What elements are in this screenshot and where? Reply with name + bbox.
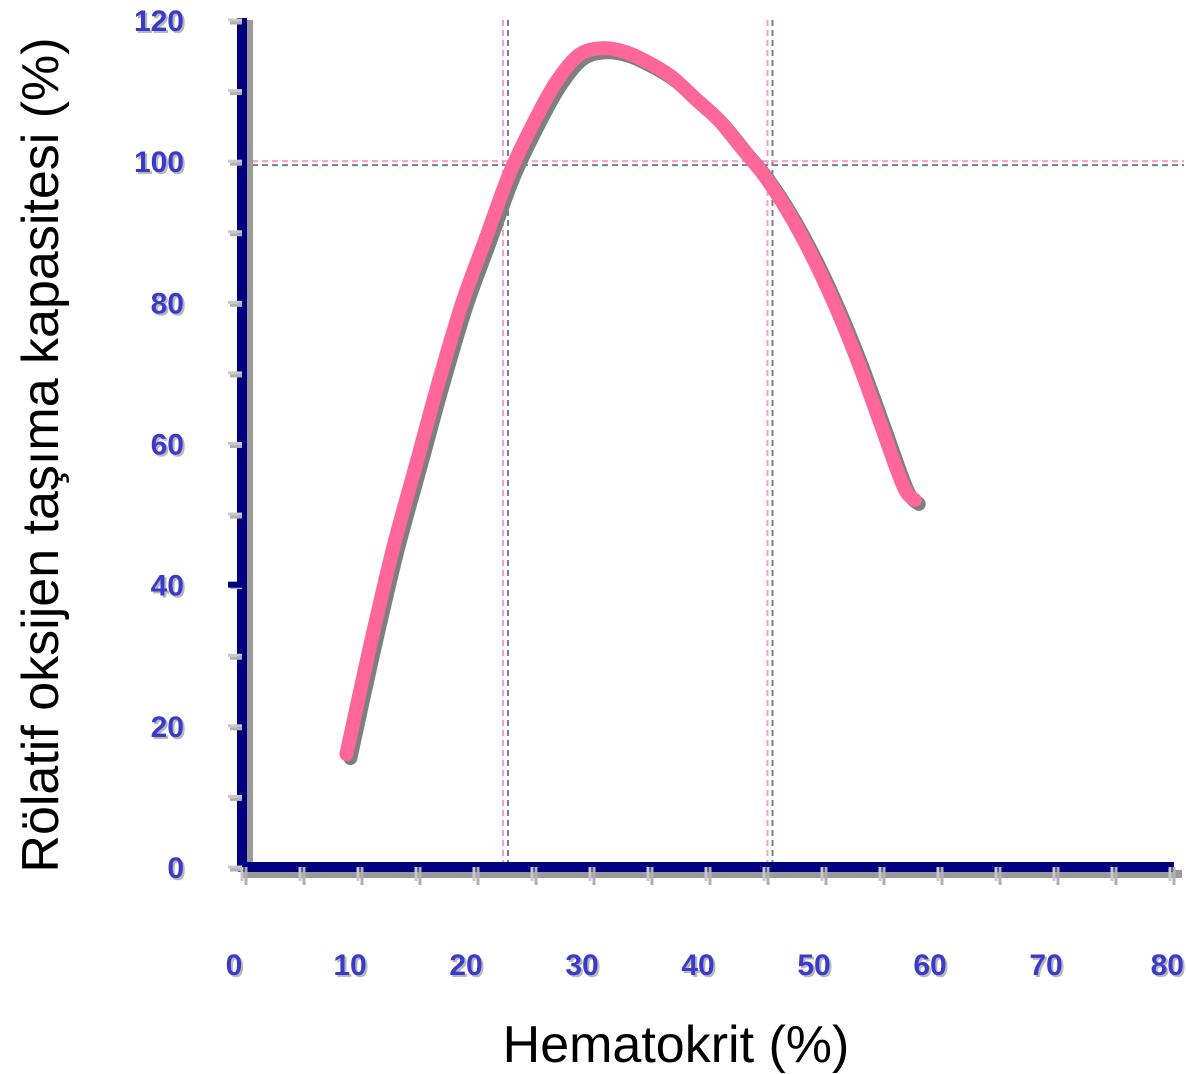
x-tick-label-shadow: 20 <box>451 951 484 984</box>
x-tick-label-shadow: 10 <box>335 951 368 984</box>
x-tick-label-shadow: 30 <box>567 951 600 984</box>
x-tick-label: 0 <box>226 949 243 982</box>
y-tick-label: 120 <box>134 5 184 38</box>
y-tick-label: 100 <box>134 146 184 179</box>
y-tick-label: 40 <box>151 570 184 603</box>
x-tick-label-shadow: 80 <box>1153 951 1186 984</box>
series-curve <box>339 41 926 766</box>
series-curve-line <box>339 41 922 762</box>
y-tick-label-shadow: 20 <box>153 713 186 746</box>
x-tick-label-shadow: 40 <box>683 951 716 984</box>
x-tick-label-shadow: 70 <box>1031 951 1064 984</box>
x-tick-label: 10 <box>333 949 366 982</box>
y-tick-label-shadow: 120 <box>136 7 186 40</box>
x-tick-label: 30 <box>565 949 598 982</box>
axis-shadow <box>242 20 1182 878</box>
y-tick-label-shadow: 80 <box>153 289 186 322</box>
y-tick-label: 0 <box>167 852 184 885</box>
x-tick-label-shadow: 50 <box>799 951 832 984</box>
y-tick-label-shadow: 60 <box>153 431 186 464</box>
x-tick-label-shadow: 60 <box>915 951 948 984</box>
y-tick-label-shadow: 100 <box>136 148 186 181</box>
y-tick-label: 60 <box>151 429 184 462</box>
y-tick-label: 80 <box>151 287 184 320</box>
reference-lines <box>242 20 1184 867</box>
y-axis-title: Rölatif oksijen taşıma kapasitesi (%) <box>12 37 70 872</box>
x-tick-label-shadow: 0 <box>228 951 245 984</box>
x-tick-label: 60 <box>913 949 946 982</box>
tick-marks <box>228 18 1176 885</box>
y-tick-label-shadow: 40 <box>153 572 186 605</box>
x-tick-label: 40 <box>681 949 714 982</box>
x-tick-label: 20 <box>449 949 482 982</box>
x-tick-label: 50 <box>797 949 830 982</box>
y-tick-label-shadow: 0 <box>169 854 186 887</box>
y-tick-label: 20 <box>151 711 184 744</box>
x-axis-title: Hematokrit (%) <box>503 1016 850 1074</box>
x-tick-label: 80 <box>1151 949 1184 982</box>
x-tick-label: 70 <box>1029 949 1062 982</box>
axes <box>237 18 1174 872</box>
